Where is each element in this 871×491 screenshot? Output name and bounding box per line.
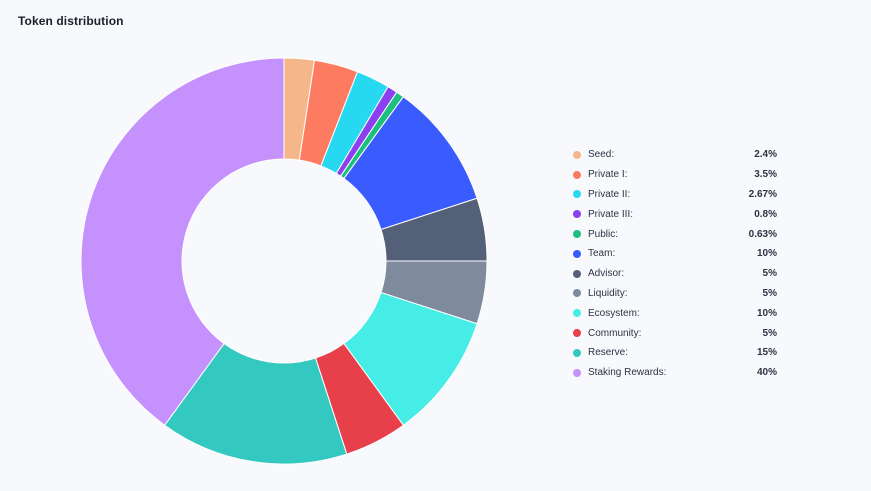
legend-item-private-ii[interactable]: Private II: 2.67% (573, 185, 777, 205)
legend-label: Liquidity: (588, 287, 628, 299)
legend-swatch (573, 329, 581, 338)
legend-label: Advisor: (588, 268, 625, 280)
legend-swatch (573, 210, 581, 219)
legend-swatch (573, 368, 581, 377)
legend-swatch (573, 309, 581, 318)
legend-label: Team: (588, 248, 616, 260)
chart-legend: Seed: 2.4% Private I: 3.5% Private II: 2.67% P… (573, 145, 777, 383)
legend-value: 5% (762, 268, 777, 280)
legend-label: Private III: (588, 208, 634, 220)
legend-label: Reserve: (588, 347, 629, 359)
chart-title: Token distribution (18, 14, 124, 28)
legend-value: 2.67% (748, 188, 777, 200)
legend-swatch (573, 249, 581, 258)
legend-value: 40% (756, 367, 777, 379)
legend-item-reserve[interactable]: Reserve: 15% (573, 343, 777, 363)
legend-label: Seed: (588, 149, 615, 161)
legend-item-private-i[interactable]: Private I: 3.5% (573, 165, 777, 185)
legend-value: 10% (756, 307, 777, 319)
donut-slice-reserve[interactable] (163, 342, 348, 465)
legend-item-staking-rewards[interactable]: Staking Rewards: 40% (573, 363, 777, 383)
legend-swatch (573, 269, 581, 278)
legend-swatch (573, 190, 581, 199)
legend-value: 5% (762, 287, 777, 299)
legend-swatch (573, 289, 581, 298)
legend-label: Public: (588, 228, 619, 240)
legend-value: 15% (756, 347, 777, 359)
legend-value: 2.4% (754, 149, 777, 161)
legend-value: 0.63% (748, 228, 777, 240)
legend-item-liquidity[interactable]: Liquidity: 5% (573, 284, 777, 304)
legend-item-ecosystem[interactable]: Ecosystem: 10% (573, 303, 777, 323)
legend-label: Staking Rewards: (588, 367, 667, 379)
legend-label: Private II: (588, 188, 631, 200)
legend-swatch (573, 170, 581, 179)
legend-value: 3.5% (754, 169, 777, 181)
legend-value: 0.8% (754, 208, 777, 220)
legend-item-private-iii[interactable]: Private III: 0.8% (573, 204, 777, 224)
legend-label: Private I: (588, 169, 628, 181)
legend-value: 10% (756, 248, 777, 260)
legend-item-seed[interactable]: Seed: 2.4% (573, 145, 777, 165)
legend-item-advisor[interactable]: Advisor: 5% (573, 264, 777, 284)
legend-swatch (573, 230, 581, 239)
legend-item-public[interactable]: Public: 0.63% (573, 224, 777, 244)
legend-swatch (573, 150, 581, 159)
legend-label: Community: (588, 327, 642, 339)
legend-item-community[interactable]: Community: 5% (573, 323, 777, 343)
legend-item-team[interactable]: Team: 10% (573, 244, 777, 264)
legend-value: 5% (762, 327, 777, 339)
legend-swatch (573, 348, 581, 357)
donut-slice-staking-rewards[interactable] (80, 57, 285, 426)
legend-label: Ecosystem: (588, 307, 640, 319)
